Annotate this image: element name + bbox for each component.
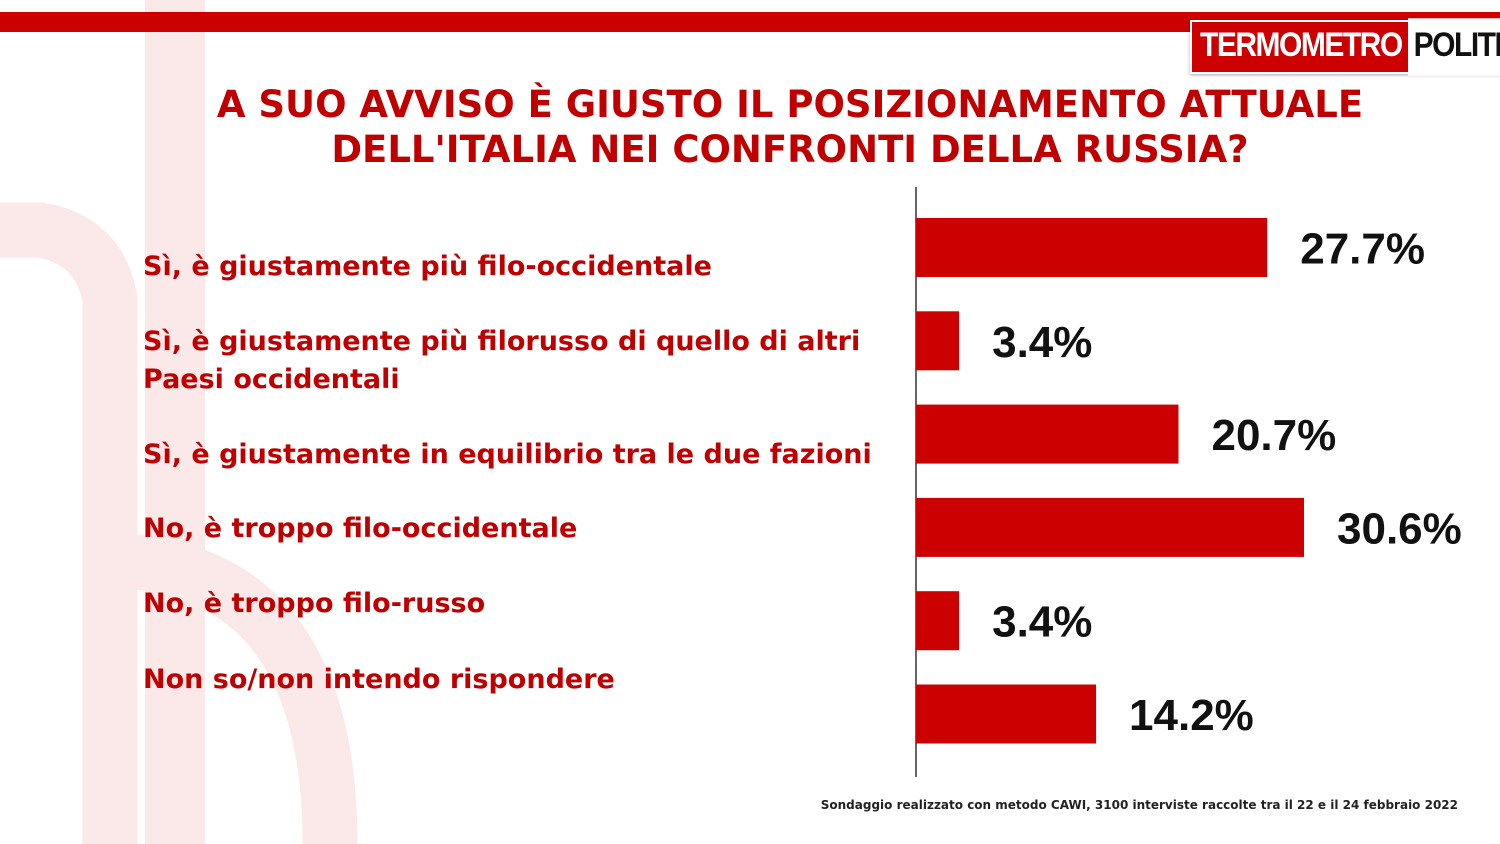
bar (916, 591, 960, 651)
bar (916, 404, 1179, 464)
category-label: Non so/non intendo rispondere (143, 664, 615, 695)
chart-title-line: A SUO AVVISO È GIUSTO IL POSIZIONAMENTO … (216, 83, 1364, 126)
termometro-politico-logo: TERMOMETRO POLITICO (1190, 18, 1500, 76)
logo-text-politico: POLITICO (1407, 18, 1500, 76)
category-label: Sì, è giustamente più filo-occidentale (143, 251, 712, 282)
category-label: No, è troppo filo-occidentale (143, 513, 577, 544)
bar-value-label: 30.6% (1337, 504, 1462, 553)
chart-title: A SUO AVVISO È GIUSTO IL POSIZIONAMENTO … (140, 82, 1440, 172)
bar (916, 311, 960, 371)
category-label: Sì, è giustamente più filorusso di quell… (143, 326, 860, 357)
bar-value-label: 20.7% (1211, 411, 1336, 460)
top-accent-bar (0, 12, 1500, 32)
bar (916, 684, 1097, 744)
logo-text-termometro: TERMOMETRO (1200, 26, 1403, 65)
survey-footnote: Sondaggio realizzato con metodo CAWI, 31… (820, 798, 1458, 812)
bar (916, 497, 1304, 557)
bar (916, 218, 1268, 277)
bar-value-label: 27.7% (1300, 225, 1425, 274)
bar-value-label: 3.4% (992, 318, 1092, 367)
bar-value-label: 14.2% (1129, 691, 1254, 740)
chart-title-line: DELL'ITALIA NEI CONFRONTI DELLA RUSSIA? (331, 128, 1249, 171)
category-label: Sì, è giustamente in equilibrio tra le d… (143, 439, 872, 470)
category-label: Paesi occidentali (143, 364, 400, 395)
category-label: No, è troppo filo-russo (143, 588, 485, 619)
bar-value-label: 3.4% (992, 598, 1092, 647)
